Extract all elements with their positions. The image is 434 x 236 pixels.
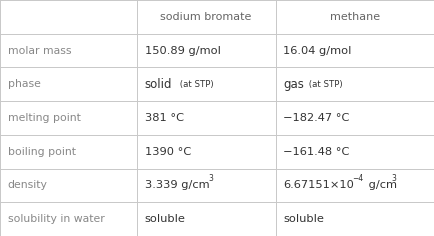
Text: (at STP): (at STP) bbox=[306, 80, 342, 89]
Text: 16.04 g/mol: 16.04 g/mol bbox=[283, 46, 352, 55]
Text: −4: −4 bbox=[352, 173, 363, 182]
Text: (at STP): (at STP) bbox=[177, 80, 214, 89]
Text: methane: methane bbox=[330, 12, 380, 22]
Text: melting point: melting point bbox=[8, 113, 81, 123]
Text: soluble: soluble bbox=[283, 214, 324, 224]
Text: solubility in water: solubility in water bbox=[8, 214, 105, 224]
Text: sodium bromate: sodium bromate bbox=[161, 12, 252, 22]
Text: 3.339 g/cm: 3.339 g/cm bbox=[145, 181, 209, 190]
Text: g/cm: g/cm bbox=[365, 181, 397, 190]
Text: 150.89 g/mol: 150.89 g/mol bbox=[145, 46, 220, 55]
Text: solid: solid bbox=[145, 78, 172, 91]
Text: 6.67151×10: 6.67151×10 bbox=[283, 181, 354, 190]
Text: boiling point: boiling point bbox=[8, 147, 76, 157]
Text: phase: phase bbox=[8, 79, 41, 89]
Text: −182.47 °C: −182.47 °C bbox=[283, 113, 350, 123]
Text: −161.48 °C: −161.48 °C bbox=[283, 147, 350, 157]
Text: gas: gas bbox=[283, 78, 304, 91]
Text: 1390 °C: 1390 °C bbox=[145, 147, 191, 157]
Text: 3: 3 bbox=[391, 173, 396, 182]
Text: 3: 3 bbox=[209, 173, 214, 182]
Text: density: density bbox=[8, 181, 48, 190]
Text: molar mass: molar mass bbox=[8, 46, 71, 55]
Text: soluble: soluble bbox=[145, 214, 185, 224]
Text: 381 °C: 381 °C bbox=[145, 113, 184, 123]
